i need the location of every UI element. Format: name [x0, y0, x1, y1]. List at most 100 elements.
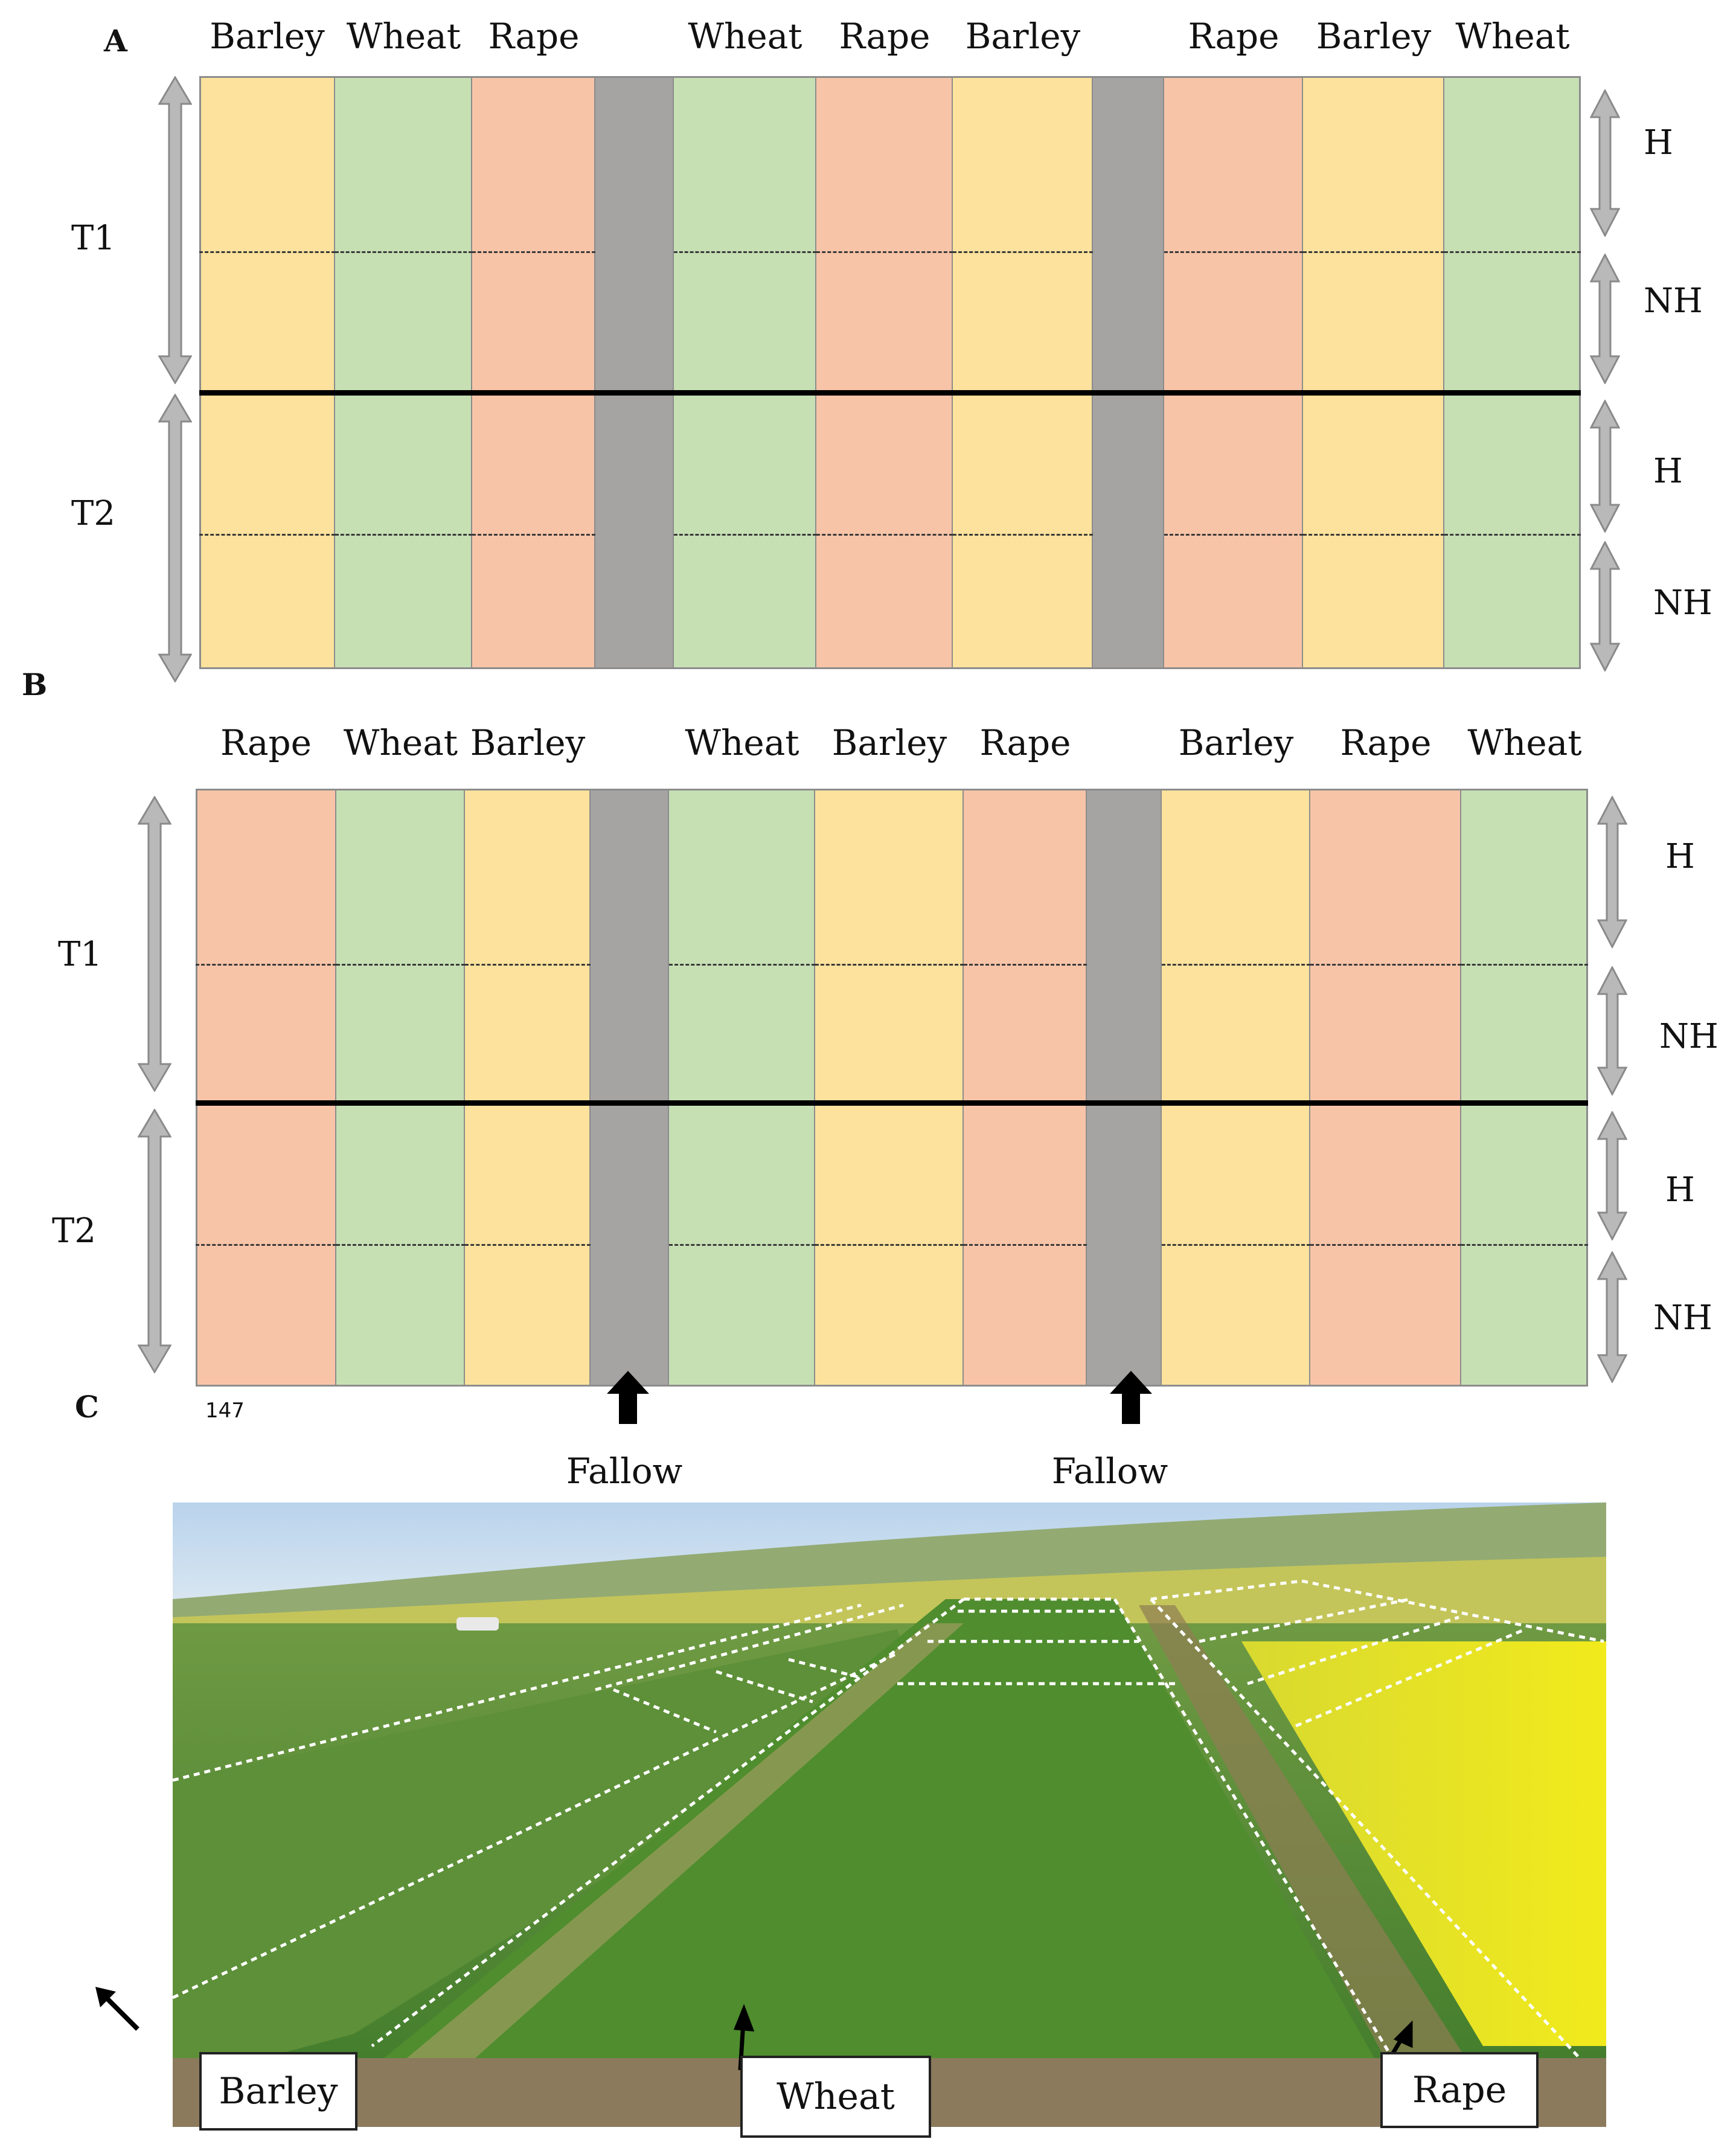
panel_a-crop-label: Rape	[1188, 16, 1280, 57]
panel-a-right-h1: H	[1644, 123, 1673, 162]
panel_b-subplot-divider	[815, 964, 964, 966]
panel_a-subplot-divider	[816, 534, 953, 536]
panel_a-strip-wheat	[335, 76, 472, 669]
panel_b-subplot-divider	[815, 1244, 964, 1246]
panel_a-subplot-divider	[816, 251, 953, 253]
panel_b-subplot-divider	[465, 1244, 591, 1246]
panel_b-subplot-divider	[964, 1244, 1087, 1246]
panel-b-letter: B	[22, 667, 48, 702]
panel_a-subplot-divider	[335, 534, 472, 536]
t2-span-arrow-icon	[158, 394, 192, 682]
t1-span-arrow-icon	[158, 76, 192, 384]
panel_a-crop-label: Barley	[1316, 16, 1432, 57]
panel_b-strip-wheat	[1461, 789, 1588, 1387]
fallow-arrow-icon-2	[1110, 1371, 1152, 1424]
panel_a-strip-rape	[472, 76, 595, 669]
panel-a-right-nh2: NH	[1653, 583, 1712, 623]
panel_a-crop-label: Barley	[210, 16, 325, 57]
t2-span-arrow-icon	[138, 1109, 171, 1373]
panel-b-right-nh2: NH	[1653, 1298, 1712, 1338]
panel_b-crop-label: Barley	[470, 722, 586, 763]
panel_a-crop-label: Rape	[839, 16, 930, 57]
panel_a-subplot-divider	[1444, 251, 1581, 253]
nh-span-arrow-icon	[1597, 966, 1627, 1095]
panel_a-strip-barley	[1303, 76, 1444, 669]
panel_a-crop-label: Rape	[488, 16, 580, 57]
panel-b-t1-label: T1	[58, 935, 102, 974]
panel_b-subplot-divider	[1162, 1244, 1310, 1246]
panel_b-subplot-divider	[1310, 1244, 1461, 1246]
panel_a-subplot-divider	[953, 251, 1093, 253]
panel_b-strip-fallow	[1087, 789, 1162, 1387]
panel_b-strip-rape	[196, 789, 336, 1387]
panel-a-right-h2: H	[1653, 452, 1683, 491]
panel_b-subplot-divider	[196, 1244, 336, 1246]
h-span-arrow-icon	[1590, 400, 1620, 533]
panel_a-subplot-divider	[472, 251, 595, 253]
fallow-label-1: Fallow	[566, 1451, 683, 1492]
panel_b-strip-fallow	[591, 789, 669, 1387]
panel-a-t1-label: T1	[71, 219, 115, 258]
page-number: 147	[205, 1399, 245, 1423]
photo-label-barley: Barley	[199, 2052, 357, 2131]
photo-car	[456, 1617, 499, 1631]
panel_a-strip-barley	[199, 76, 335, 669]
panel_b-crop-label: Rape	[979, 722, 1071, 763]
panel_b-subplot-divider	[1461, 964, 1588, 966]
panel_b-crop-label: Rape	[220, 722, 312, 763]
panel_a-trial-separator	[199, 390, 1581, 396]
panel-a-letter: A	[104, 23, 127, 59]
panel_a-crop-label: Wheat	[346, 16, 461, 57]
panel_a-strip-rape	[1164, 76, 1303, 669]
nh-span-arrow-icon	[1590, 541, 1620, 672]
h-span-arrow-icon	[1590, 89, 1620, 237]
photo-label-wheat: Wheat	[740, 2056, 931, 2138]
panel_a-strip-rape	[816, 76, 953, 669]
panel_a-frame	[199, 76, 1581, 669]
panel_b-subplot-divider	[465, 964, 591, 966]
panel-a-t2-label: T2	[71, 494, 115, 533]
fallow-label-2: Fallow	[1051, 1451, 1168, 1492]
fallow-arrow-icon-1	[607, 1371, 649, 1424]
panel-b-t2-label: T2	[52, 1211, 96, 1251]
panel_a-subplot-divider	[199, 534, 335, 536]
panel_b-crop-label: Barley	[1178, 722, 1294, 763]
panel_a-subplot-divider	[953, 534, 1093, 536]
panel_a-subplot-divider	[1303, 251, 1444, 253]
panel_b-crop-label: Wheat	[685, 722, 799, 763]
panel_a-crop-label: Wheat	[1455, 16, 1570, 57]
panel_b-strip-barley	[815, 789, 964, 1387]
panel_a-subplot-divider	[472, 534, 595, 536]
panel_a-subplot-divider	[335, 251, 472, 253]
panel_b-subplot-divider	[1310, 964, 1461, 966]
nh-span-arrow-icon	[1590, 254, 1620, 384]
panel_b-subplot-divider	[336, 1244, 465, 1246]
panel_b-subplot-divider	[669, 1244, 815, 1246]
panel_a-subplot-divider	[1164, 534, 1303, 536]
panel_a-strip-fallow	[595, 76, 674, 669]
t1-span-arrow-icon	[138, 796, 171, 1092]
panel-a-right-nh1: NH	[1644, 281, 1703, 321]
panel_b-subplot-divider	[336, 964, 465, 966]
nh-span-arrow-icon	[1597, 1251, 1627, 1383]
panel_a-crop-label: Barley	[965, 16, 1081, 57]
photo-rape-plot	[1241, 1641, 1606, 2046]
panel_b-strip-wheat	[336, 789, 465, 1387]
panel_b-strip-wheat	[669, 789, 815, 1387]
panel-b-right-h1: H	[1665, 837, 1695, 876]
panel-b-right-h2: H	[1665, 1170, 1695, 1210]
panel_b-strip-barley	[1162, 789, 1310, 1387]
panel_b-crop-label: Wheat	[1467, 722, 1582, 763]
panel-b-right-nh1: NH	[1659, 1017, 1718, 1056]
panel_b-frame	[196, 789, 1588, 1387]
panel_b-strip-barley	[465, 789, 591, 1387]
panel_a-subplot-divider	[674, 534, 816, 536]
h-span-arrow-icon	[1597, 1111, 1627, 1240]
panel_b-crop-label: Wheat	[343, 722, 458, 763]
field-photo	[173, 1502, 1606, 2127]
panel_b-crop-label: Rape	[1340, 722, 1432, 763]
panel_a-strip-fallow	[1093, 76, 1164, 669]
panel_a-subplot-divider	[1444, 534, 1581, 536]
panel_a-subplot-divider	[1164, 251, 1303, 253]
panel_a-strip-wheat	[674, 76, 816, 669]
